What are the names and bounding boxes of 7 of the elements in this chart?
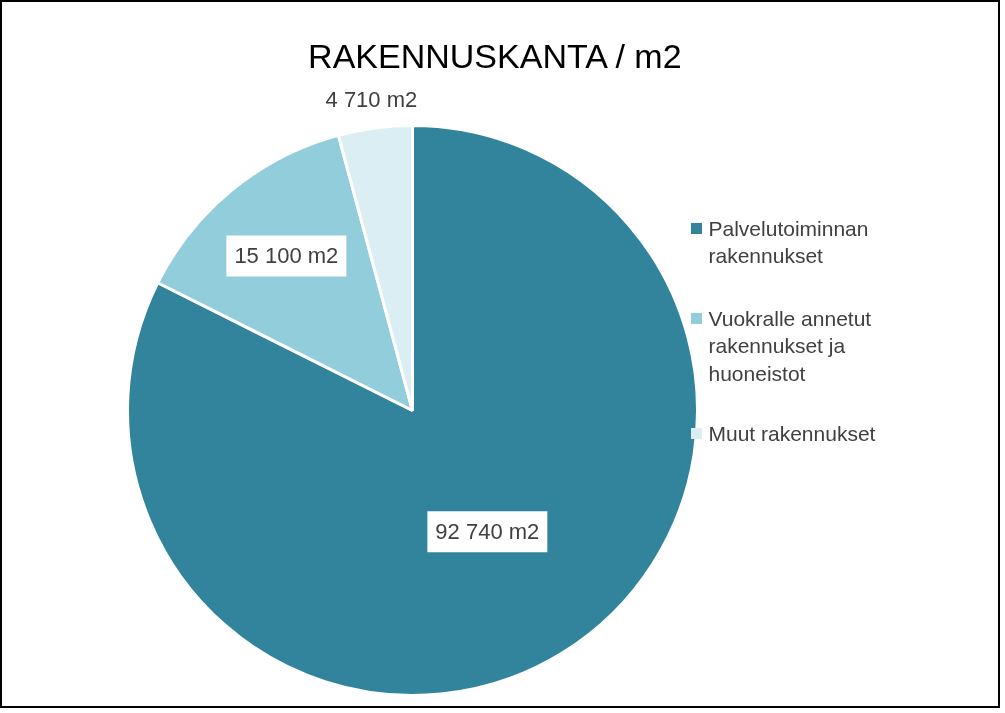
data-label: 15 100 m2 xyxy=(234,243,339,269)
data-label: 92 740 m2 xyxy=(435,519,540,545)
data-label: 4 710 m2 xyxy=(325,87,418,113)
legend-label: Muut rakennukset xyxy=(708,421,876,445)
legend-label: Vuokralle annetut rakennukset ja huoneistot xyxy=(708,306,872,385)
chart-title: RAKENNUSKANTA / m2 xyxy=(308,36,682,75)
legend-label: Palvelutoiminnan rakennukset xyxy=(708,216,869,268)
